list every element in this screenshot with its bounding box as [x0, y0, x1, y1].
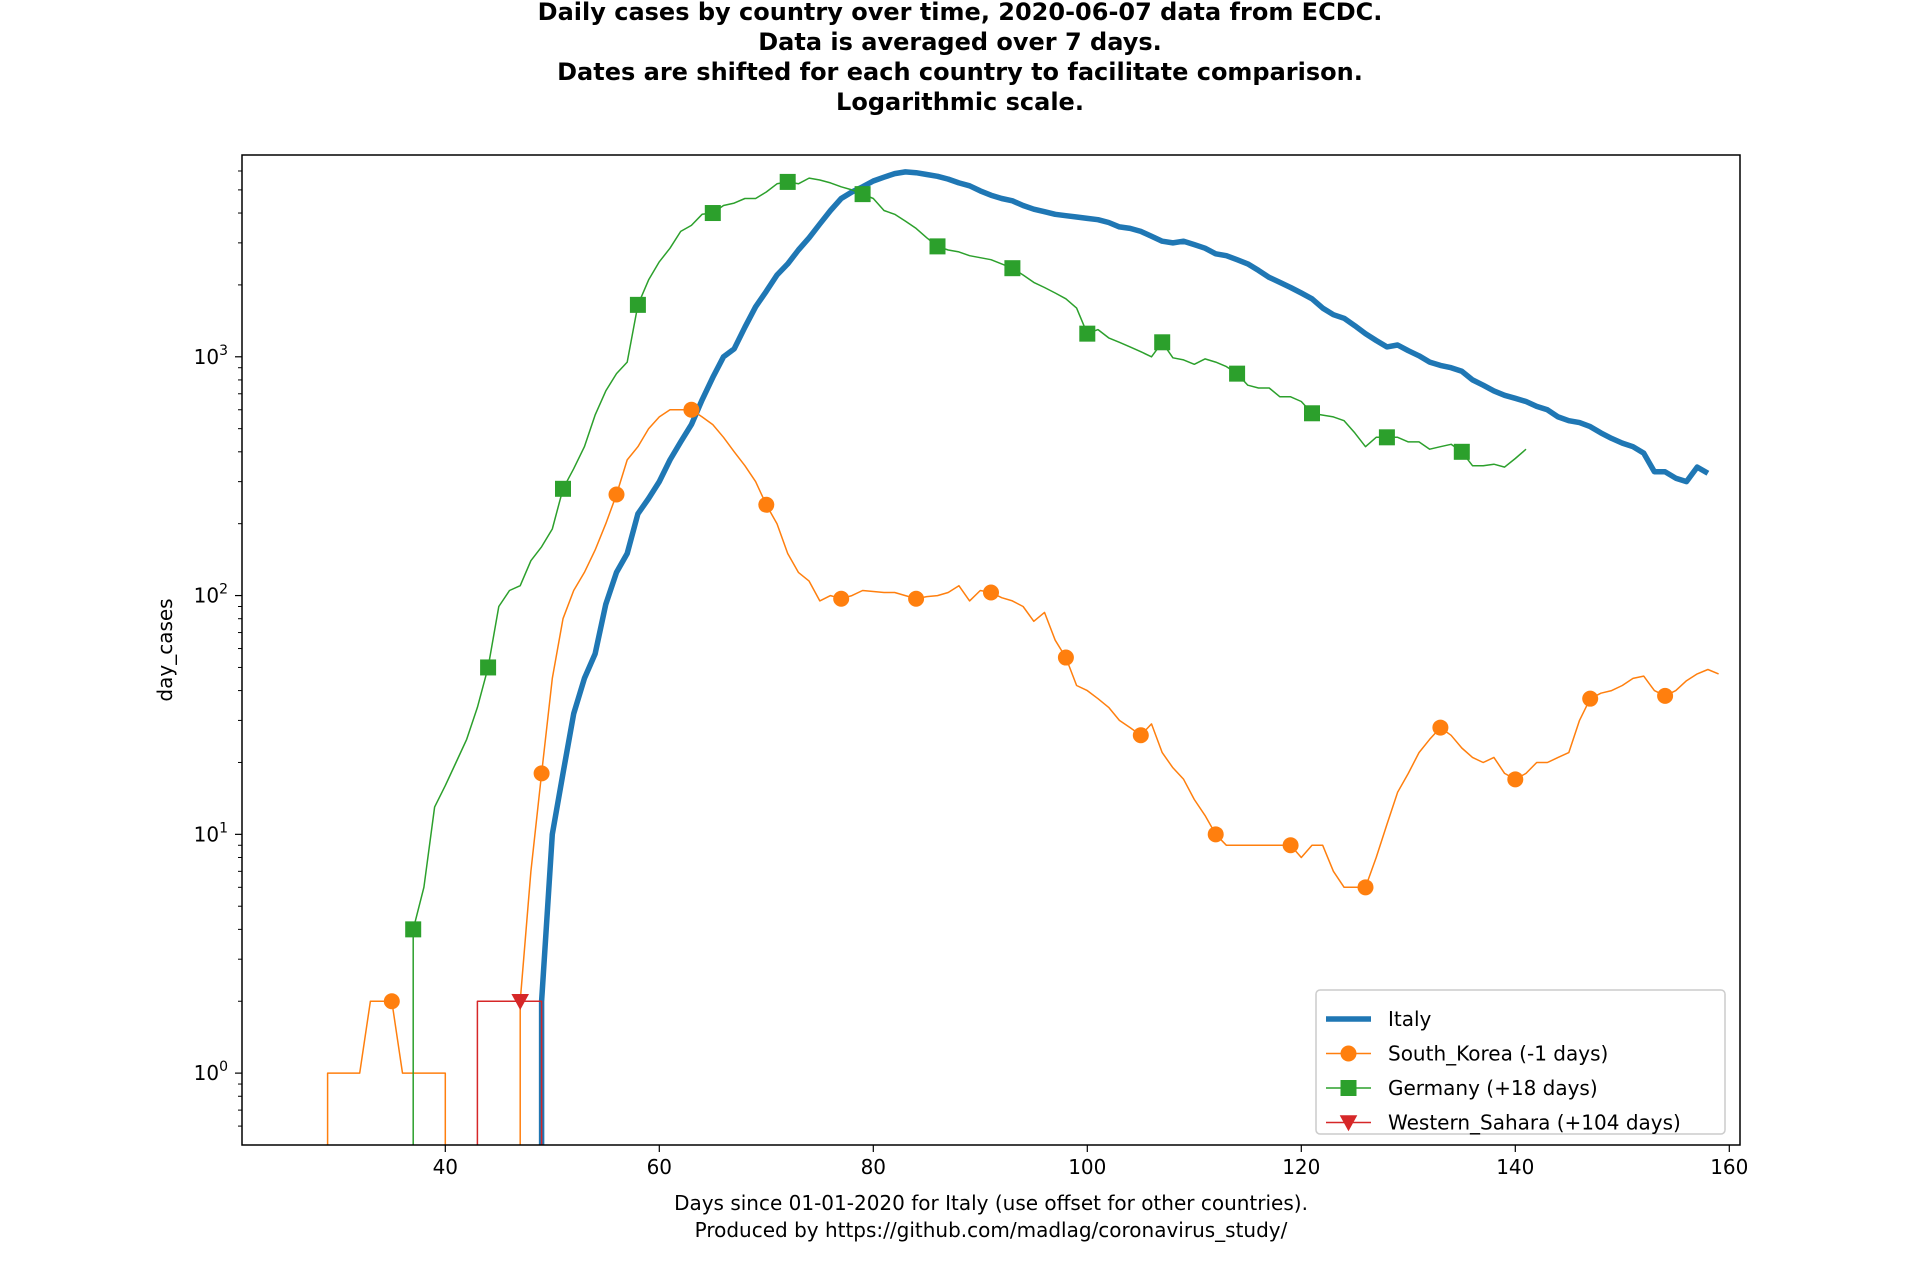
data-point-south-korea-1-days-14: [1507, 771, 1524, 788]
x-tick-label: 80: [861, 1155, 886, 1179]
data-point-germany-18-days-6: [854, 186, 871, 203]
x-tick-label: 140: [1496, 1155, 1534, 1179]
x-axis-label-line-2: Produced by https://github.com/madlag/co…: [695, 1218, 1288, 1242]
legend-label-italy: Italy: [1388, 1007, 1432, 1031]
series-south-korea-1-days: [326, 401, 1719, 1145]
series-line-germany-18-days: [412, 177, 1527, 1145]
legend-marker-south-korea-1-days: [1340, 1045, 1357, 1062]
data-point-germany-18-days-14: [1453, 443, 1470, 460]
data-point-south-korea-1-days-5: [833, 590, 850, 607]
data-point-germany-18-days-8: [1004, 260, 1021, 277]
x-tick-label: 160: [1710, 1155, 1748, 1179]
x-axis-label-line-1: Days since 01-01-2020 for Italy (use off…: [674, 1191, 1308, 1215]
x-tick-label: 100: [1068, 1155, 1106, 1179]
data-point-germany-18-days-7: [929, 238, 946, 255]
x-axis-label: Days since 01-01-2020 for Italy (use off…: [674, 1191, 1308, 1242]
data-point-germany-18-days-11: [1229, 365, 1246, 382]
data-point-germany-18-days-0: [405, 921, 422, 938]
data-point-south-korea-1-days-0: [383, 993, 400, 1010]
title-line-4: Logarithmic scale.: [836, 88, 1084, 116]
legend-label-south-korea-1-days: South_Korea (-1 days): [1388, 1042, 1608, 1066]
y-tick-label: 100: [194, 1059, 228, 1085]
legend-item-italy: Italy: [1326, 1007, 1432, 1031]
data-point-germany-18-days-4: [704, 205, 721, 222]
data-point-south-korea-1-days-16: [1657, 687, 1674, 704]
legend-item-western-sahara-104-days: Western_Sahara (+104 days): [1326, 1111, 1681, 1135]
series-western-sahara-104-days: [476, 994, 543, 1145]
data-point-germany-18-days-2: [555, 480, 571, 497]
title-line-3: Dates are shifted for each country to fa…: [557, 58, 1363, 86]
data-point-south-korea-1-days-6: [908, 590, 925, 607]
data-point-south-korea-1-days-2: [608, 486, 625, 503]
y-tick-label: 103: [194, 343, 228, 369]
y-axis-ticks: 100 101 102 103: [194, 170, 242, 1127]
data-point-south-korea-1-days-3: [683, 401, 700, 418]
y-tick-label: 102: [194, 582, 228, 608]
series-layer: [326, 169, 1719, 1145]
title-line-2: Data is averaged over 7 days.: [758, 28, 1162, 56]
legend: Italy South_Korea (-1 days) Germany (+18 d…: [1315, 989, 1726, 1135]
data-point-germany-18-days-1: [480, 659, 497, 676]
data-point-germany-18-days-10: [1154, 334, 1171, 351]
data-point-south-korea-1-days-10: [1207, 826, 1224, 843]
y-axis-label: day_cases: [153, 598, 177, 701]
data-point-south-korea-1-days-1: [533, 765, 550, 782]
series-italy: [538, 169, 1710, 1145]
x-tick-label: 60: [647, 1155, 672, 1179]
data-point-south-korea-1-days-8: [1057, 649, 1074, 666]
data-point-south-korea-1-days-12: [1357, 879, 1374, 896]
x-axis-ticks: 40 60 80 100 120 140 160: [433, 1145, 1748, 1179]
data-point-south-korea-1-days-9: [1132, 727, 1149, 744]
series-germany-18-days: [405, 173, 1527, 1145]
data-point-germany-18-days-3: [629, 296, 646, 313]
x-tick-label: 40: [433, 1155, 458, 1179]
data-point-western-sahara-104-days-0: [511, 994, 529, 1011]
data-point-south-korea-1-days-7: [983, 584, 999, 601]
legend-box: [1315, 989, 1726, 1135]
legend-item-south-korea-1-days: South_Korea (-1 days): [1326, 1042, 1608, 1066]
data-point-south-korea-1-days-4: [758, 496, 775, 513]
data-point-south-korea-1-days-11: [1282, 837, 1299, 854]
data-point-germany-18-days-9: [1079, 325, 1096, 342]
title-line-1: Daily cases by country over time, 2020-0…: [538, 0, 1383, 26]
series-line-western-sahara-104-days: [476, 1000, 543, 1145]
data-point-germany-18-days-12: [1304, 405, 1320, 422]
y-tick-label: 101: [194, 820, 228, 846]
data-point-germany-18-days-5: [779, 173, 796, 190]
data-point-south-korea-1-days-13: [1432, 719, 1449, 736]
legend-marker-germany-18-days: [1340, 1080, 1357, 1096]
chart-title: Daily cases by country over time, 2020-0…: [538, 0, 1383, 116]
data-point-south-korea-1-days-15: [1582, 690, 1599, 707]
legend-item-germany-18-days: Germany (+18 days): [1326, 1076, 1598, 1100]
series-line-italy: [538, 169, 1710, 1145]
legend-label-western-sahara-104-days: Western_Sahara (+104 days): [1388, 1111, 1681, 1135]
x-tick-label: 120: [1282, 1155, 1320, 1179]
legend-label-germany-18-days: Germany (+18 days): [1388, 1076, 1598, 1100]
data-point-germany-18-days-13: [1378, 429, 1395, 446]
plot-frame: [241, 154, 1741, 1146]
legend-marker-western-sahara-104-days: [1339, 1115, 1358, 1132]
